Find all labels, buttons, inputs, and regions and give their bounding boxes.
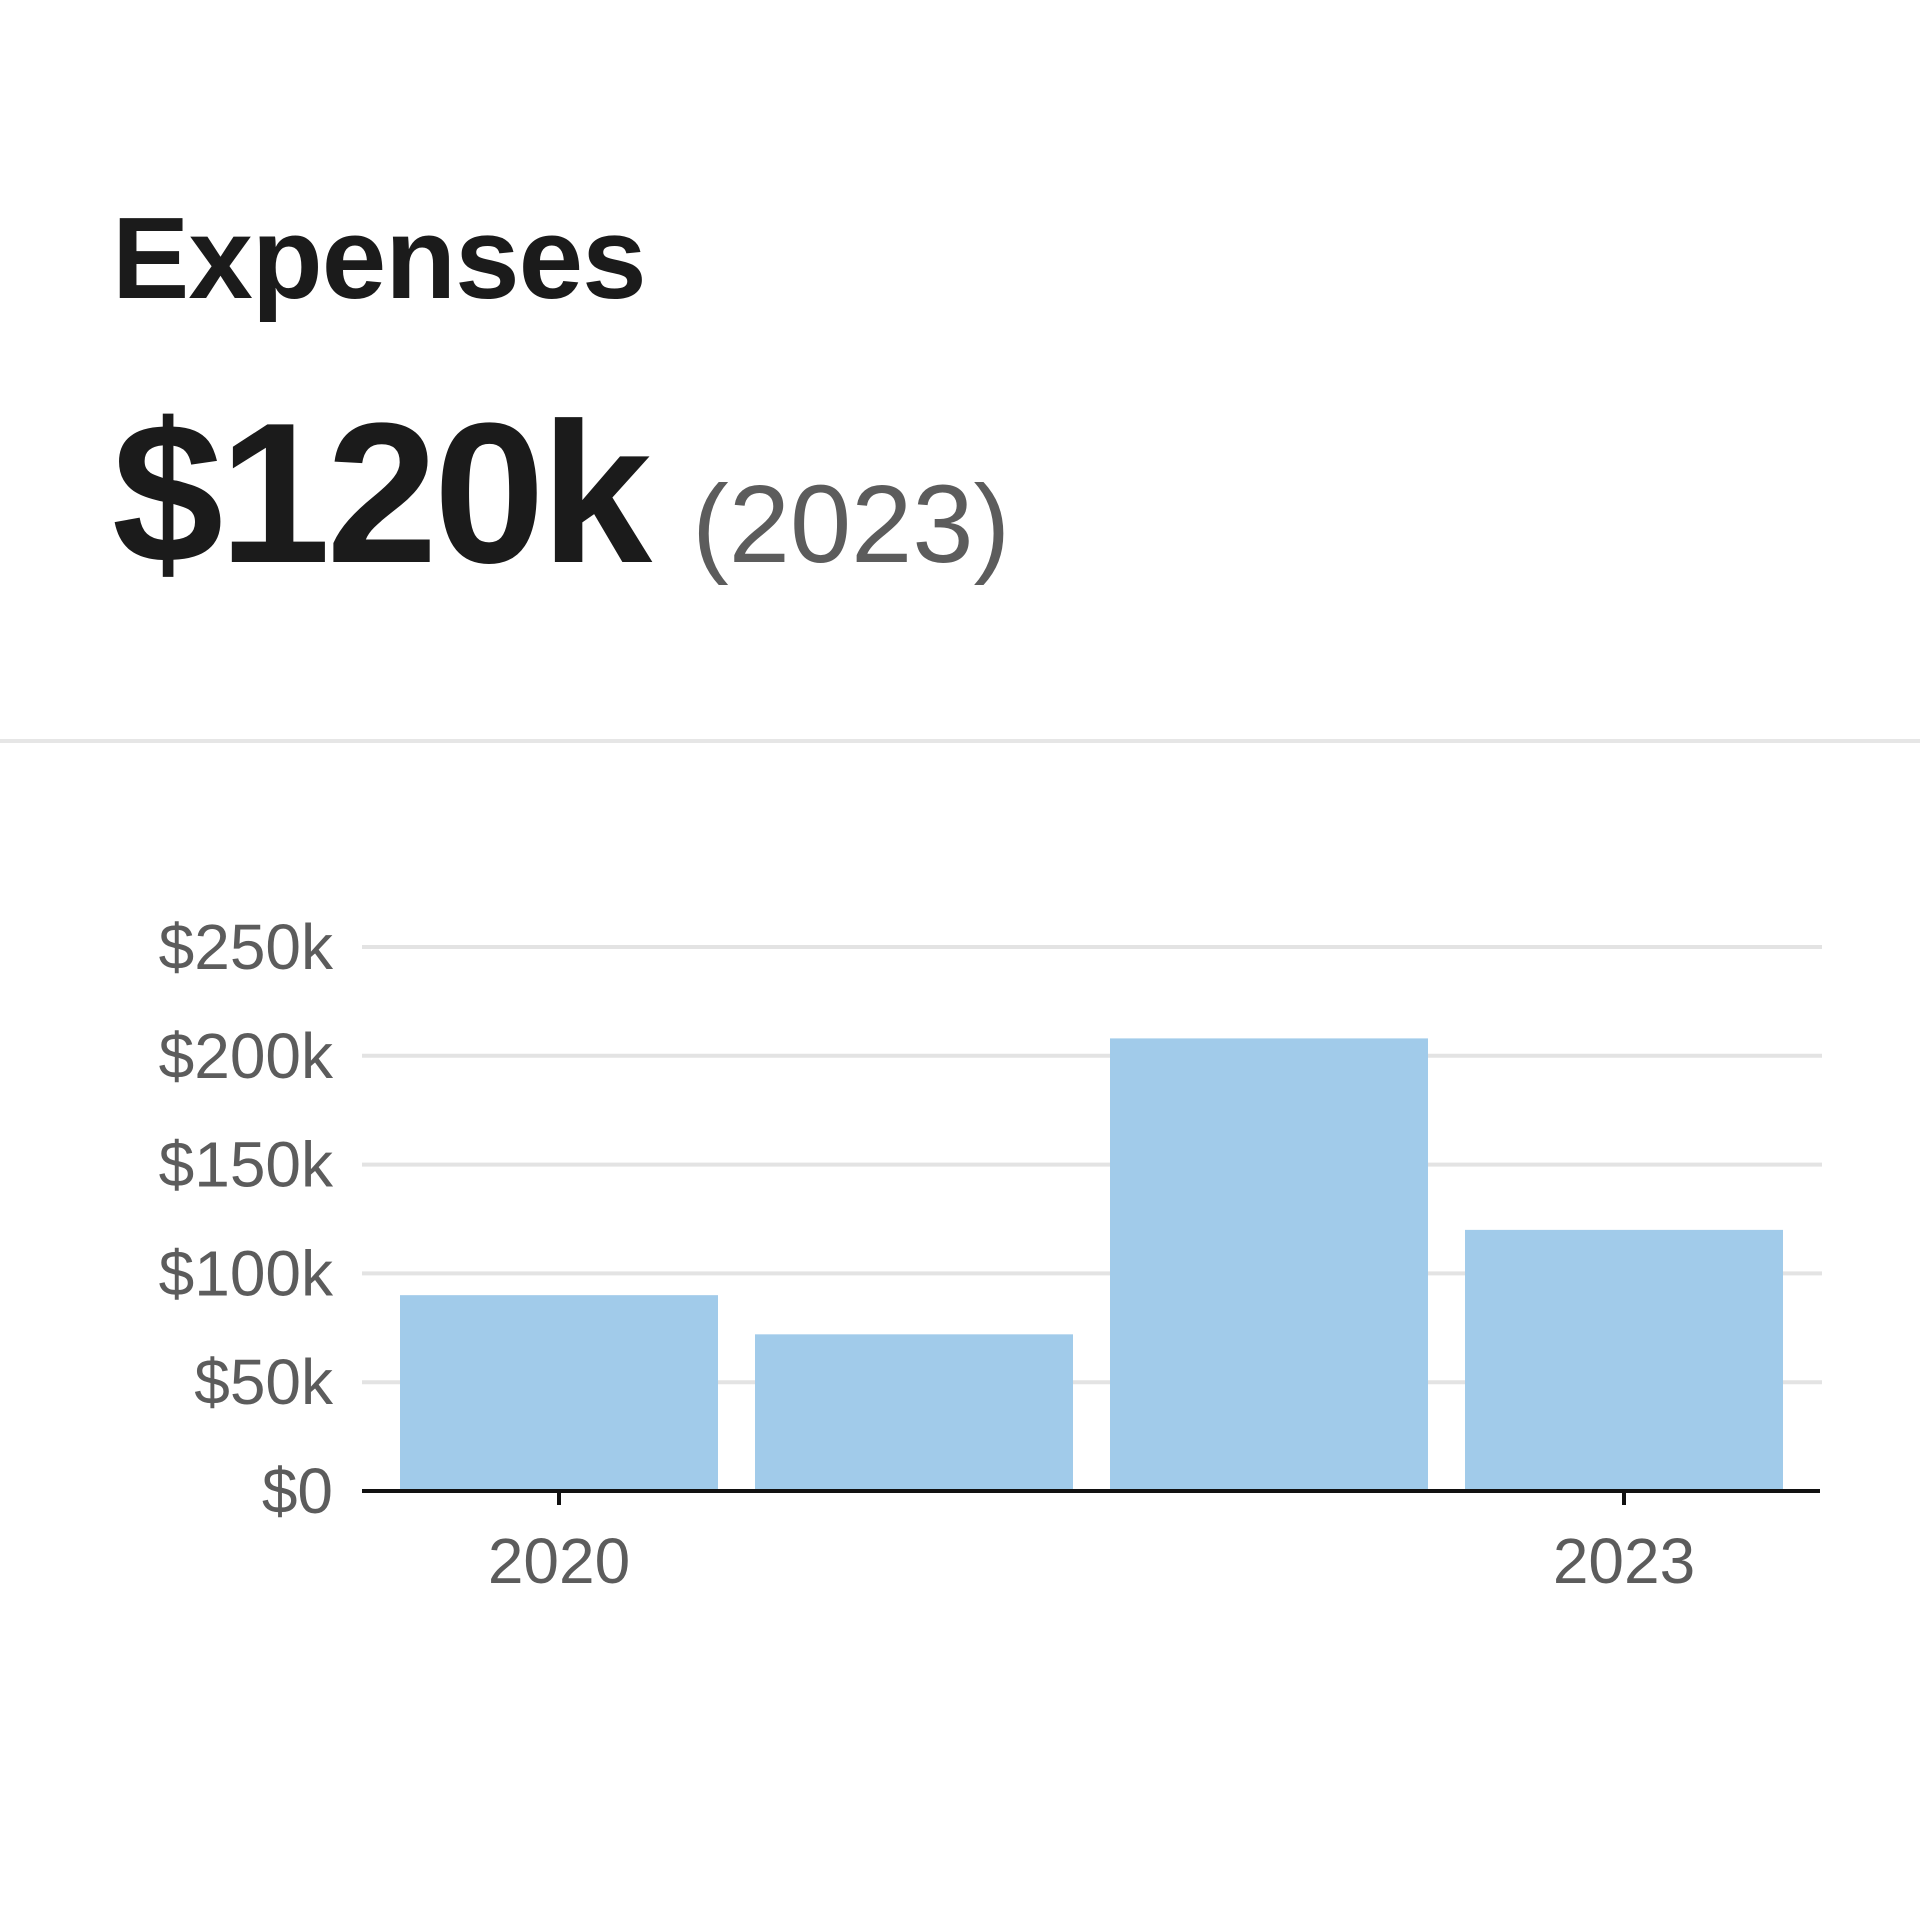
bar-2023 <box>1465 1229 1783 1491</box>
headline-value: $120k <box>112 382 652 605</box>
bar-2020 <box>400 1295 718 1491</box>
bar-2021 <box>755 1334 1073 1491</box>
headline-value-row: $120k (2023) <box>112 394 1812 594</box>
headline-year: (2023) <box>692 463 1011 586</box>
chart-title: Expenses <box>112 193 647 323</box>
y-tick-label: $50k <box>194 1346 334 1418</box>
x-tick-label: 2020 <box>488 1525 630 1597</box>
y-tick-label: $250k <box>159 911 334 983</box>
y-tick-label: $100k <box>159 1237 334 1309</box>
chart-header: Expenses $120k (2023) <box>112 200 1812 594</box>
y-tick-label: $150k <box>159 1129 334 1201</box>
bar-2022 <box>1110 1038 1428 1491</box>
header-divider <box>0 739 1920 743</box>
y-tick-labels: $0 $50k $100k $150k $200k $250k <box>159 911 334 1527</box>
x-tick-labels: 2020 2023 <box>488 1525 1695 1597</box>
x-tick-label: 2023 <box>1553 1525 1695 1597</box>
bars <box>400 1038 1783 1491</box>
y-tick-label: $200k <box>159 1020 334 1092</box>
y-tick-label: $0 <box>262 1455 333 1527</box>
x-axis <box>362 1489 1820 1505</box>
